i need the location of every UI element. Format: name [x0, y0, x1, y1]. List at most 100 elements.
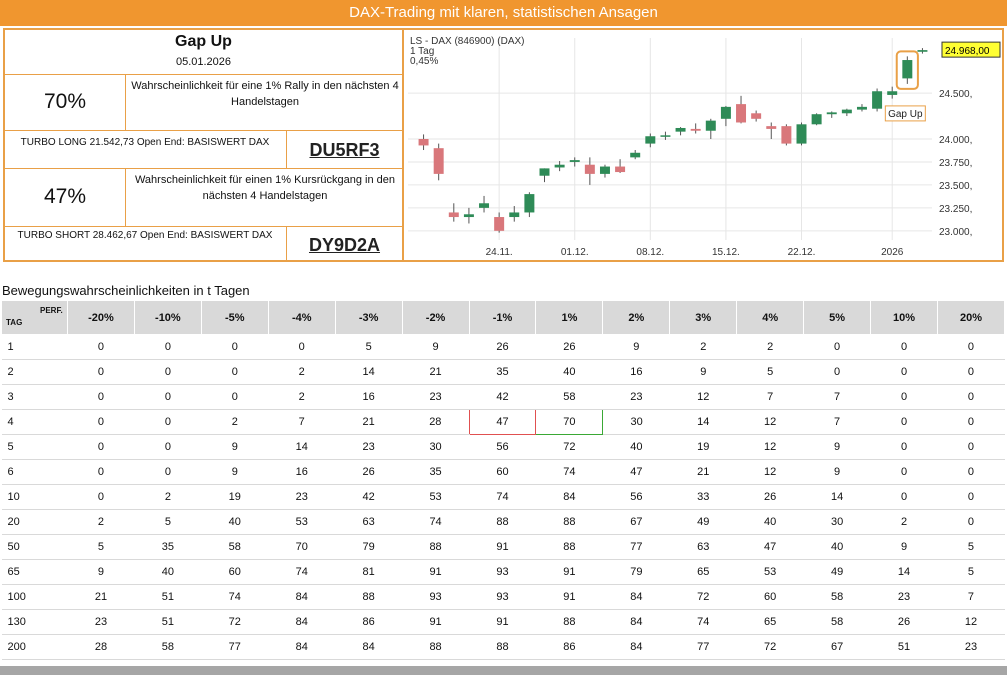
table-cell: 40 [201, 509, 269, 535]
table-cell: 0 [201, 359, 269, 385]
table-cell: 63 [335, 509, 403, 535]
table-cell: 74 [402, 509, 470, 535]
table-cell: 5 [937, 534, 1005, 560]
table-cell: 84 [335, 634, 403, 660]
candle-body [630, 152, 641, 158]
table-cell: 0 [937, 434, 1005, 460]
column-header: -2% [401, 300, 470, 335]
x-tick-label: 01.12. [561, 247, 589, 258]
candle-body [645, 136, 656, 144]
table-cell: 93 [469, 559, 536, 585]
gap-up-label: Gap Up [888, 109, 923, 120]
table-cell: 51 [134, 584, 202, 610]
divider [125, 168, 126, 226]
candle-body [887, 91, 898, 95]
table-cell: 72 [736, 634, 804, 660]
chart-change: 0,45% [410, 56, 438, 67]
candle-body [675, 127, 686, 132]
table-cell: 5 [736, 359, 804, 385]
y-tick-label: 23.000, [939, 227, 972, 238]
table-cell: 9 [402, 334, 470, 360]
long-code-link[interactable]: DU5RF3 [309, 140, 380, 160]
table-cell: 0 [870, 484, 938, 510]
table-cell: 0 [937, 334, 1005, 360]
table-cell: 58 [201, 534, 269, 560]
table-cell: 63 [669, 534, 737, 560]
table-cell: 88 [469, 509, 536, 535]
candle-body [524, 194, 535, 213]
row-tag: 100 [1, 584, 68, 610]
table-cell: 40 [803, 534, 871, 560]
table-cell: 9 [803, 434, 871, 460]
table-cell: 74 [535, 459, 603, 485]
table-cell: 5 [937, 559, 1005, 585]
x-tick-label: 15.12. [712, 247, 740, 258]
table-cell: 2 [268, 384, 336, 410]
table-cell: 9 [870, 534, 938, 560]
table-cell: 9 [67, 559, 135, 585]
candle-body [781, 126, 792, 144]
signal-title: Gap Up [175, 33, 232, 50]
table-cell: 67 [803, 634, 871, 660]
table-cell: 77 [669, 634, 737, 660]
table-cell: 58 [535, 384, 603, 410]
table-cell: 23 [937, 634, 1005, 660]
table-cell: 40 [736, 509, 804, 535]
table-cell: 0 [67, 409, 135, 435]
price-chart: 24.500, 24.000, 23.750, 23.500, 23.250, 23.00… [404, 28, 1004, 262]
table-cell: 0 [134, 459, 202, 485]
table-cell: 0 [870, 459, 938, 485]
table-cell: 9 [201, 459, 269, 485]
table-row: 10 0 2 19 23 42 53 74 84 56 33 26 14 0 0 [1, 484, 1005, 510]
table-cell: 23 [268, 484, 336, 510]
candle-body [841, 109, 852, 114]
table-cell: 0 [67, 384, 135, 410]
table-cell: 12 [736, 459, 804, 485]
candle-body [720, 106, 731, 119]
x-tick-label: 2026 [881, 247, 904, 258]
table-cell: 7 [803, 409, 871, 435]
table-cell: 88 [535, 609, 603, 635]
table-cell: 84 [268, 634, 336, 660]
table-cell: 0 [134, 434, 202, 460]
row-tag: 10 [1, 484, 68, 510]
table-cell: 21 [402, 359, 470, 385]
last-price-label: 24.968,00 [945, 46, 990, 57]
table-cell: 91 [402, 609, 470, 635]
table-cell: 12 [669, 384, 737, 410]
table-cell: 0 [937, 384, 1005, 410]
table-header-row: TAG PERF. -20% -10% -5% -4% -3% -2% -1% 1% 2% 3% 4% 5… [1, 300, 1006, 335]
table-cell: 60 [469, 459, 536, 485]
candle-body [917, 50, 928, 52]
short-code-link[interactable]: DY9D2A [308, 235, 381, 255]
table-cell: 60 [736, 584, 804, 610]
table-cell: 79 [602, 559, 670, 585]
row-tag: 3 [1, 384, 68, 410]
table-cell: 5 [335, 334, 403, 360]
y-tick-label: 23.250, [939, 204, 972, 215]
table-cell: 91 [535, 584, 603, 610]
table-cell: 60 [201, 559, 269, 585]
column-header: -1% [468, 300, 537, 335]
long-description: Wahrscheinlichkeit für eine 1% Rally in … [131, 80, 399, 108]
column-header: 5% [803, 300, 872, 335]
column-header: -3% [334, 300, 403, 335]
table-cell: 30 [602, 409, 670, 435]
page-banner: DAX-Trading mit klaren, statistischen An… [0, 0, 1007, 26]
table-cell: 0 [67, 434, 135, 460]
long-probability: 70% [43, 90, 87, 113]
table-row: 100 21 51 74 84 88 93 93 91 84 72 60 58 23 7 [1, 584, 1005, 610]
signal-panel: Gap Up 05.01.2026 70% Wahrscheinlichkeit… [3, 28, 404, 262]
gap-up-label-box [884, 105, 926, 122]
table-cell: 67 [602, 509, 670, 535]
table-cell: 7 [736, 384, 804, 410]
table-cell: 0 [201, 334, 269, 360]
divider [286, 130, 287, 168]
probability-table: TAG PERF. -20% -10% -5% -4% -3% -2% -1% 1% 2% 3% 4% 5… [1, 300, 1006, 660]
table-cell: 91 [402, 559, 470, 585]
table-cell: 49 [669, 509, 737, 535]
table-cell: 7 [937, 584, 1005, 610]
table-cell: 9 [669, 359, 737, 385]
table-cell: 88 [402, 634, 470, 660]
table-cell: 2 [134, 484, 202, 510]
